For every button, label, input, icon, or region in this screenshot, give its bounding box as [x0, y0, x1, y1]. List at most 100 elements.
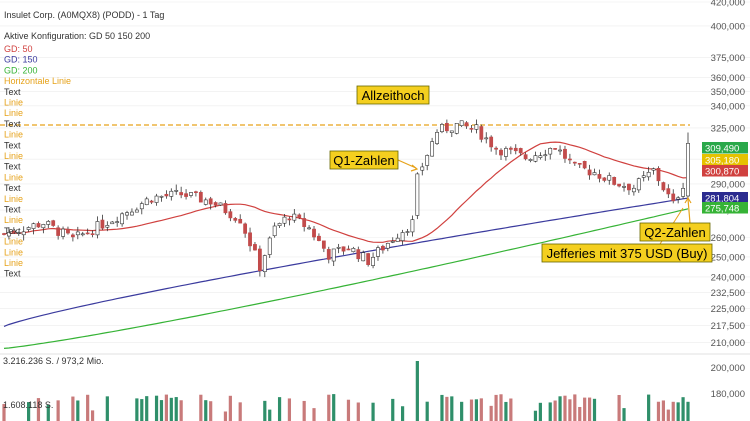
candle: [7, 227, 11, 240]
volume-bar: [479, 398, 483, 421]
ma150-line: [3, 197, 689, 327]
candle: [203, 197, 208, 206]
candle: [440, 122, 444, 134]
candle: [597, 169, 602, 183]
candle: [16, 231, 21, 236]
volume-bar: [2, 404, 6, 421]
volume-bar: [346, 399, 351, 421]
volume-bar: [647, 394, 651, 421]
candle: [144, 196, 149, 206]
candle: [253, 241, 257, 251]
volume-bar: [440, 394, 444, 421]
candle: [297, 213, 302, 220]
y-tick-label: 290,000: [711, 179, 745, 190]
y-tick-label: 350,000: [711, 87, 745, 98]
candle: [617, 183, 622, 188]
callout-q1-text: Q1-Zahlen: [333, 153, 394, 168]
candle: [70, 233, 75, 242]
candle: [51, 219, 56, 227]
candle: [356, 246, 361, 262]
price-tag: 309,490: [702, 142, 748, 155]
volume-bar: [327, 394, 331, 421]
callout-q2: Q2-Zahlen: [639, 222, 711, 242]
candle: [208, 196, 213, 210]
volume-bar: [656, 401, 661, 421]
volume-bar: [71, 396, 75, 421]
candle: [641, 171, 646, 182]
volume-bar: [460, 401, 464, 421]
volume-tick-200000: 200,000: [711, 363, 745, 374]
volume-bar: [494, 394, 498, 421]
candle: [36, 221, 41, 228]
candle: [21, 226, 26, 241]
y-tick-label: 260,000: [711, 233, 745, 244]
y-tick-label: 420,000: [711, 0, 745, 9]
volume-bar: [140, 399, 144, 421]
candle: [671, 189, 676, 204]
candle: [582, 160, 587, 170]
volume-bar: [533, 410, 538, 421]
candle: [174, 184, 179, 195]
svg-text:309,490: 309,490: [705, 144, 739, 155]
candle: [336, 243, 341, 254]
volume-bar: [268, 409, 272, 421]
q2-arrow-head: [684, 196, 692, 204]
candle: [405, 228, 410, 236]
candle: [631, 184, 636, 196]
volume-bar: [563, 395, 567, 421]
candle: [312, 226, 316, 241]
candle: [489, 135, 494, 152]
candle: [262, 254, 267, 278]
volume-bar: [209, 401, 213, 421]
candle: [134, 207, 139, 213]
volume-bar: [474, 399, 479, 421]
volume-tick-180000: 180,000: [711, 389, 745, 400]
candle: [474, 119, 479, 134]
candle: [292, 209, 297, 223]
candle: [307, 225, 311, 230]
volume-bar: [164, 394, 168, 421]
candle: [558, 145, 562, 155]
volume-bar: [587, 397, 592, 421]
candle: [233, 217, 238, 223]
volume-bar: [666, 409, 670, 421]
volume-bar: [622, 408, 626, 421]
legend-item: Linie: [4, 215, 23, 225]
candle: [287, 216, 292, 226]
candle: [169, 188, 174, 201]
volume-bar: [228, 395, 232, 421]
candle: [395, 233, 400, 242]
candle: [543, 149, 548, 161]
candle: [267, 236, 272, 259]
config-label: Aktive Konfiguration: GD 50 150 200: [4, 31, 150, 41]
candle: [179, 186, 184, 199]
volume-max-label: 3.216.236 S. / 973,2 Mio.: [3, 356, 104, 366]
volume-bar: [36, 398, 41, 421]
volume-bar: [573, 394, 577, 421]
candle: [381, 244, 385, 254]
candle: [607, 172, 612, 185]
volume-bar: [553, 400, 557, 421]
candle: [533, 151, 538, 163]
y-tick-label: 375,000: [711, 53, 745, 64]
candle: [435, 129, 439, 146]
candle: [577, 162, 582, 169]
ma50-line: [3, 141, 689, 243]
volume-bar: [617, 394, 621, 421]
candle: [504, 146, 508, 161]
candle: [400, 229, 405, 245]
candle: [198, 190, 203, 203]
volume-bar: [489, 405, 493, 421]
candle: [410, 215, 415, 237]
candle: [243, 222, 248, 238]
legend-item: Linie: [4, 247, 23, 257]
candle: [115, 216, 120, 227]
volume-bar: [312, 408, 316, 421]
legend-item: Horizontale Linie: [4, 76, 71, 86]
candle: [41, 223, 46, 234]
volume-bar: [27, 402, 31, 421]
candle: [479, 124, 484, 143]
